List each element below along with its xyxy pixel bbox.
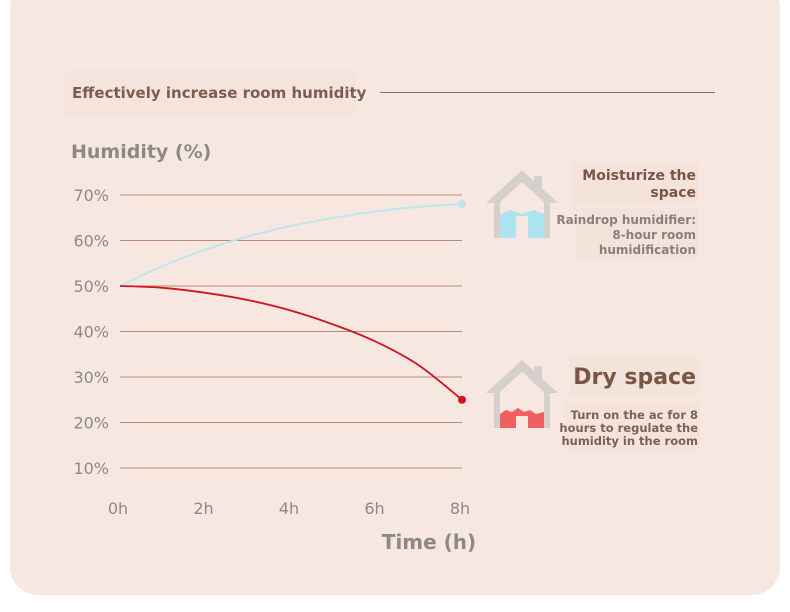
x-tick-label: 2h [193,499,213,518]
series-lines [119,200,466,404]
x-tick-label: 4h [279,499,299,518]
header-background [64,70,356,116]
house-icon [486,170,558,238]
x-tick-label: 6h [364,499,384,518]
series-line-dry [119,285,463,401]
house-icon [486,360,558,428]
y-tick-label: 20% [73,414,109,433]
legend-desc-moisturize: Raindrop humidifier: 8-hour room humidif… [556,213,696,257]
y-tick-label: 60% [73,232,109,251]
series-line-moisturize [119,203,463,287]
y-tick-label: 40% [73,323,109,342]
legend-title-dry: Dry space [573,365,696,390]
y-tick-label: 10% [73,459,109,478]
chart-title: Effectively increase room humidity [72,84,367,102]
y-tick-label: 50% [73,277,109,296]
header-divider [380,92,715,93]
x-tick-label: 8h [450,499,470,518]
series-end-point-dry [458,395,466,404]
legend-bg [564,403,700,451]
grid-lines [120,194,462,469]
x-tick-label: 0h [108,499,128,518]
legend-bg [576,208,698,260]
legend-title-moisturize: Moisturize the space [582,168,696,201]
y-tick-label: 70% [73,186,109,205]
y-tick-label: 30% [73,368,109,387]
series-end-point-moisturize [458,200,466,209]
legend-bg [570,357,700,395]
x-axis-ticks: 0h 2h 4h 6h 8h [108,499,470,518]
y-axis-ticks: 70% 60% 50% 40% 30% 20% 10% [73,186,109,478]
legend-desc-dry: Turn on the ac for 8 hours to regulate t… [559,408,698,448]
x-axis-label: Time (h) [382,530,476,554]
y-axis-label: Humidity (%) [71,141,211,163]
legend-bg [572,162,698,204]
